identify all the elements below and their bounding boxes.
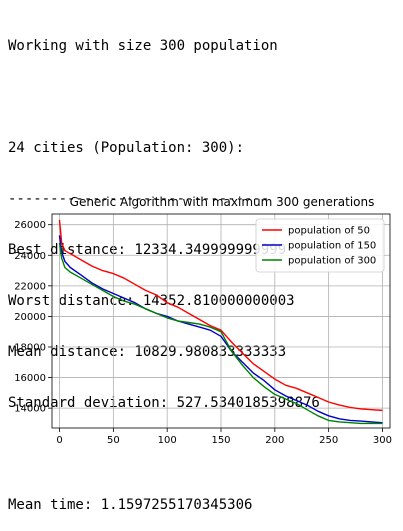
y-tick-label: 22000 (14, 281, 46, 292)
series-lines (58, 220, 383, 425)
console-separator: ------------------------------- (8, 191, 270, 207)
chart-container: Generic Algorithm with maximum 300 gener… (0, 190, 403, 455)
legend-box (255, 218, 385, 273)
line-chart: Generic Algorithm with maximum 300 gener… (14, 195, 392, 446)
x-tick-label: 300 (373, 435, 392, 446)
console-mean-time: Mean time: 1.1597255170345306 (8, 497, 253, 513)
console-mean-distance: Mean distance: 10829.980833333333 (8, 344, 287, 360)
console-best-distance: Best distance: 12334.349999999999 (8, 242, 287, 258)
x-tick-label: 200 (265, 435, 284, 446)
y-tick-label: 26000 (14, 220, 46, 231)
x-tick-label: 0 (56, 435, 62, 446)
legend-label: population of 150 (288, 241, 376, 252)
y-tick-label: 20000 (14, 312, 46, 323)
y-tick-label: 24000 (14, 251, 46, 262)
x-tick-label: 250 (319, 435, 338, 446)
x-tick-label: 100 (158, 435, 177, 446)
series-line-2 (58, 235, 383, 424)
series-line-3 (58, 242, 383, 425)
console-blank-line (8, 89, 400, 106)
x-tick-label: 150 (211, 435, 230, 446)
y-tick-label: 14000 (14, 404, 46, 415)
legend: population of 50 population of 150 populat… (255, 218, 385, 273)
x-tick-label: 50 (107, 435, 120, 446)
console-cities: 24 cities (Population: 300): (8, 140, 245, 156)
chart-title: Generic Algorithm with maximum 300 gener… (70, 195, 375, 209)
series-line-1 (58, 220, 383, 412)
legend-label: population of 50 (288, 226, 370, 237)
legend-label: population of 300 (288, 256, 376, 267)
axis-ticks: 0 50 100 150 200 250 300 14000 16000 18000 20000 22… (14, 220, 392, 446)
y-tick-label: 18000 (14, 342, 46, 353)
y-tick-label: 16000 (14, 373, 46, 384)
console-header: Working with size 300 population (8, 38, 278, 54)
